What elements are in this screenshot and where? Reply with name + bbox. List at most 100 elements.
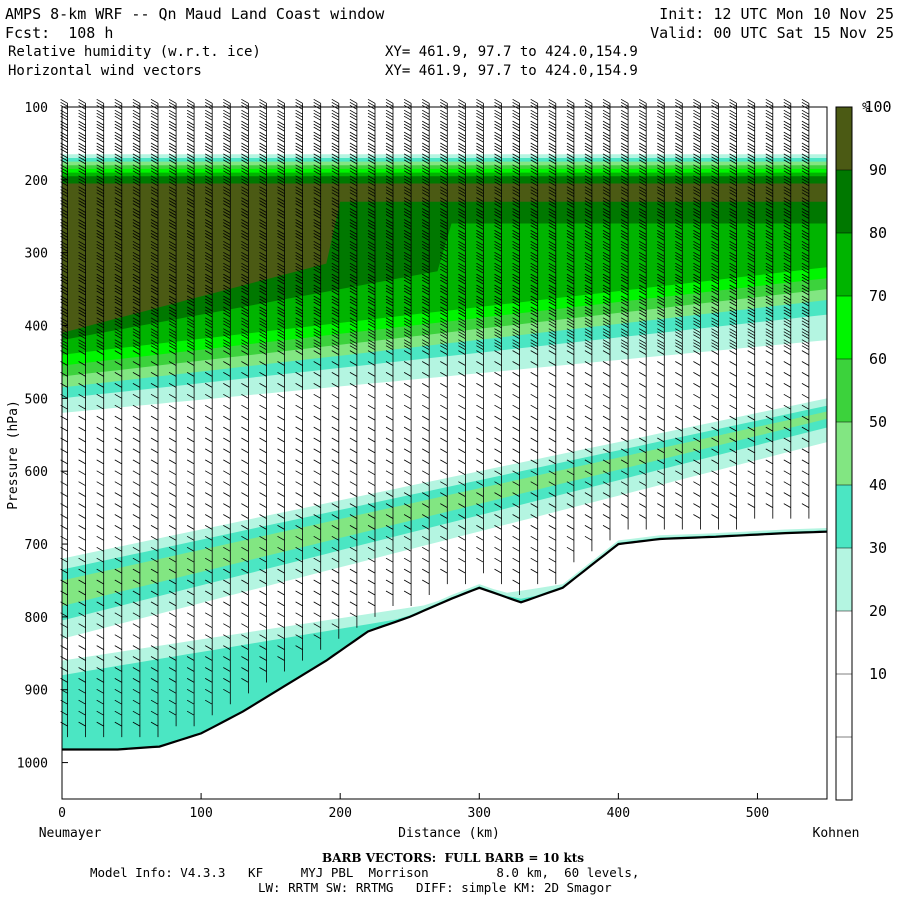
wind-barb xyxy=(512,153,520,169)
wind-barb xyxy=(747,415,756,432)
wind-barb xyxy=(548,109,557,126)
wind-barb xyxy=(729,273,737,290)
wind-barb xyxy=(241,579,249,595)
wind-barb xyxy=(223,459,231,475)
wind-barb xyxy=(801,328,810,344)
wind-barb xyxy=(259,645,267,661)
wind-barb xyxy=(150,437,159,453)
wind-barb xyxy=(548,525,557,541)
wind-barb xyxy=(349,535,358,552)
wind-barb xyxy=(494,514,502,530)
wind-barb xyxy=(530,459,539,475)
wind-barb xyxy=(331,612,340,628)
wind-barb xyxy=(403,306,412,322)
wind-barb xyxy=(331,98,340,115)
wind-barb xyxy=(241,568,249,585)
wind-barb xyxy=(385,142,394,158)
wind-barb xyxy=(349,98,358,115)
wind-barb xyxy=(96,535,105,552)
wind-barb xyxy=(729,284,737,300)
wind-barb xyxy=(349,219,358,235)
wind-barb xyxy=(530,372,539,388)
wind-barb xyxy=(150,142,159,158)
wind-barb xyxy=(530,426,539,443)
wind-barb xyxy=(295,251,303,268)
wind-barb xyxy=(711,372,719,388)
wind-barb xyxy=(96,426,105,443)
wind-barb xyxy=(295,568,303,585)
wind-barb xyxy=(331,350,340,366)
wind-barb xyxy=(313,579,322,595)
wind-barb xyxy=(114,623,123,639)
wind-barb xyxy=(512,339,520,355)
wind-barb xyxy=(476,251,484,268)
wind-barb xyxy=(259,251,267,268)
wind-barb xyxy=(711,131,719,148)
wind-barb xyxy=(566,109,575,126)
wind-barb xyxy=(458,404,466,421)
rh-band-mid-50 xyxy=(62,411,827,606)
wind-barb xyxy=(476,317,484,333)
wind-barb xyxy=(729,197,737,213)
wind-barb xyxy=(602,186,611,202)
wind-barb xyxy=(530,208,539,224)
wind-barb xyxy=(60,208,68,224)
wind-barb xyxy=(566,208,575,224)
wind-barb xyxy=(566,470,575,486)
wind-barb xyxy=(313,426,322,443)
wind-barb xyxy=(223,404,231,421)
wind-barb xyxy=(458,251,466,268)
wind-barb xyxy=(78,219,86,235)
wind-barb xyxy=(584,361,593,377)
wind-barb xyxy=(403,219,412,235)
colorbar-frame xyxy=(835,106,853,801)
wind-barb xyxy=(765,470,774,486)
wind-barb xyxy=(150,186,159,202)
wind-barb xyxy=(512,393,520,410)
wind-barb xyxy=(78,361,86,377)
wind-barb xyxy=(78,164,86,180)
wind-barb xyxy=(711,383,719,399)
wind-barb xyxy=(168,503,177,519)
wind-barb xyxy=(367,361,376,377)
wind-barb xyxy=(602,492,611,508)
wind-barb xyxy=(132,328,141,344)
wind-barb xyxy=(60,153,68,169)
wind-barb xyxy=(403,404,412,421)
wind-barb xyxy=(584,153,593,169)
wind-barb xyxy=(78,383,86,399)
y-tick-label: 100 xyxy=(25,101,48,116)
wind-barb xyxy=(385,109,394,126)
wind-barb xyxy=(747,361,756,377)
wind-barb xyxy=(349,426,358,443)
wind-barb xyxy=(168,306,177,322)
wind-barb xyxy=(458,535,466,552)
wind-barb xyxy=(259,230,267,246)
wind-barb xyxy=(132,634,141,650)
wind-barb xyxy=(96,306,105,322)
wind-barb xyxy=(186,383,195,399)
wind-barb xyxy=(78,601,86,617)
wind-barb xyxy=(223,142,231,158)
wind-barb xyxy=(132,601,141,617)
wind-barb xyxy=(295,219,303,235)
wind-barb xyxy=(711,262,719,279)
wind-barb xyxy=(96,284,105,300)
wind-barb xyxy=(657,208,665,224)
wind-barb xyxy=(440,426,448,443)
wind-barb xyxy=(349,131,358,148)
wind-barb xyxy=(78,546,86,563)
wind-barb xyxy=(566,284,575,300)
wind-barb xyxy=(530,525,539,541)
wind-barb xyxy=(349,525,358,541)
wind-barb xyxy=(494,557,502,574)
wind-barb xyxy=(494,230,502,246)
wind-barb xyxy=(693,426,701,443)
wind-barb xyxy=(584,251,593,268)
wind-barb xyxy=(96,186,105,202)
wind-barb xyxy=(765,339,774,355)
wind-barb xyxy=(548,557,557,574)
wind-barb xyxy=(422,350,430,366)
wind-barb xyxy=(422,470,430,486)
wind-barb xyxy=(801,492,810,508)
